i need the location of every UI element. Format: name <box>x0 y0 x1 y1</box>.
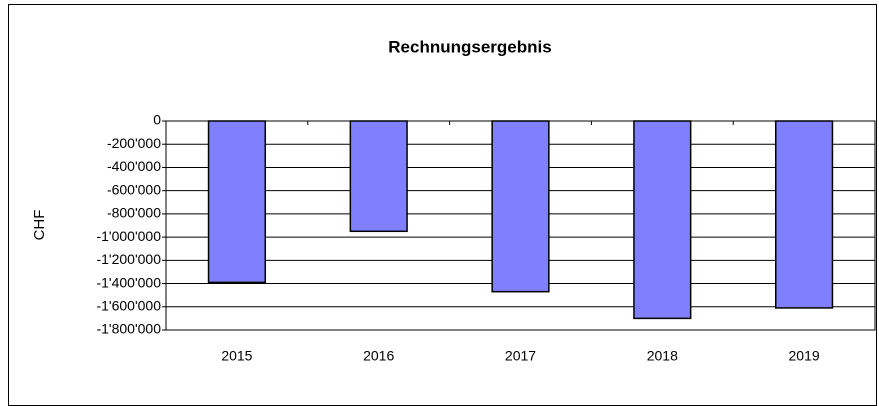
y-tick-label: -1'400'000 <box>96 274 161 290</box>
y-tick-label: -1'600'000 <box>96 297 161 313</box>
x-tick-label: 2016 <box>363 348 394 364</box>
chart-title: Rechnungsergebnis <box>388 37 551 56</box>
x-tick-label: 2019 <box>789 348 820 364</box>
bar <box>207 120 267 284</box>
x-tick-label: 2017 <box>505 348 536 364</box>
x-tick-label: 2018 <box>647 348 678 364</box>
y-tick-label: -800'000 <box>107 205 161 221</box>
y-axis-title: CHF <box>31 210 48 241</box>
bar <box>491 120 550 293</box>
y-tick-label: -200'000 <box>107 135 161 151</box>
bar <box>633 120 692 320</box>
y-tick-label: 0 <box>153 112 161 128</box>
y-tick-label: -1'800'000 <box>96 321 161 337</box>
y-tick-label: -600'000 <box>107 181 161 197</box>
y-tick-label: -1'200'000 <box>96 251 161 267</box>
x-tick-label: 2015 <box>221 348 252 364</box>
bar <box>774 120 834 309</box>
bar <box>349 120 408 233</box>
y-tick-label: -400'000 <box>107 158 161 174</box>
y-tick-label: -1'000'000 <box>96 228 161 244</box>
